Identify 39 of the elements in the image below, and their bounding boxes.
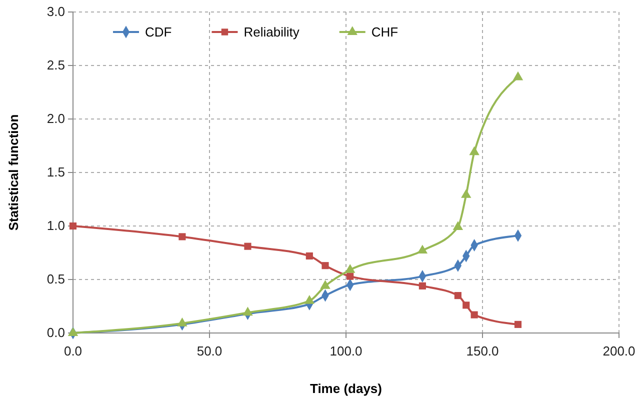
- x-tick-label: 150.0: [466, 343, 499, 358]
- y-tick-label: 1.0: [46, 218, 65, 234]
- point: [304, 295, 315, 304]
- point: [68, 327, 78, 336]
- y-axis-title: Statistical function: [6, 114, 21, 231]
- y-tick-label: 3.0: [46, 4, 65, 20]
- point: [461, 189, 472, 198]
- point: [417, 244, 428, 254]
- x-tick-label: 50.0: [196, 343, 222, 358]
- point: [462, 302, 470, 309]
- point: [322, 262, 329, 270]
- y-tick-label: 2.5: [46, 58, 65, 73]
- x-tick-label: 0.0: [64, 343, 82, 358]
- point: [469, 146, 480, 156]
- point: [242, 306, 253, 316]
- y-tick-label: 0.5: [46, 272, 65, 287]
- x-tick-label: 100.0: [330, 343, 362, 358]
- y-tick-label: 1.5: [46, 164, 65, 180]
- y-tick-label: 2.0: [46, 111, 65, 126]
- legend-label: CDF: [145, 24, 172, 40]
- point: [418, 282, 426, 290]
- point: [470, 311, 478, 318]
- point: [320, 280, 330, 289]
- point: [69, 222, 77, 230]
- point: [454, 292, 462, 300]
- point: [512, 71, 524, 80]
- x-tick-label: 200.0: [602, 343, 636, 358]
- legend-label: CHF: [371, 24, 398, 40]
- point: [177, 317, 188, 326]
- x-axis-title: Time (days): [310, 381, 382, 396]
- point: [178, 233, 186, 240]
- point: [514, 320, 522, 328]
- point: [346, 272, 354, 280]
- point: [452, 221, 464, 230]
- legend-label: Reliability: [244, 24, 300, 40]
- y-tick-label: 0.0: [46, 325, 65, 340]
- point: [306, 252, 313, 260]
- point: [345, 264, 356, 273]
- point: [244, 242, 252, 250]
